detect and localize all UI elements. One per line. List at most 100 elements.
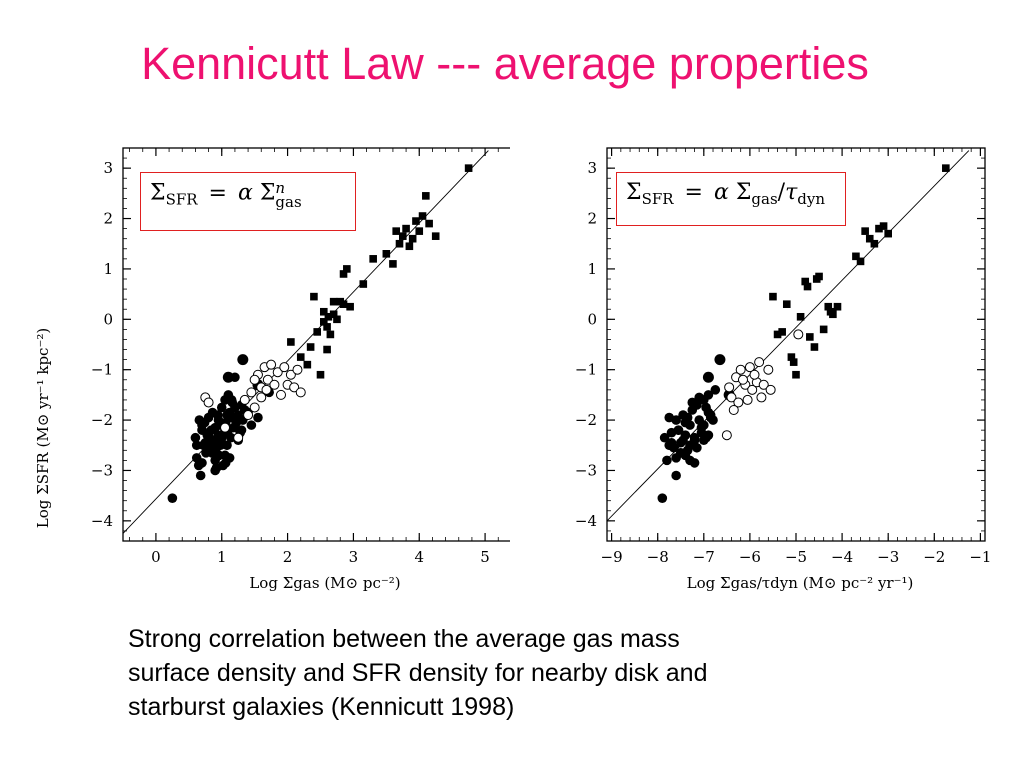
ytick-label-0-6: 2 xyxy=(103,210,113,228)
caption-line-2: surface density and SFR density for near… xyxy=(128,659,708,687)
point-open-circle xyxy=(292,364,303,375)
point-filled-square xyxy=(856,257,865,266)
xtick-label-0-0: 0 xyxy=(151,548,161,566)
point-filled-square xyxy=(787,353,796,361)
point-filled-circle xyxy=(210,455,220,466)
point-filled-circle xyxy=(664,440,675,451)
point-open-circle xyxy=(285,369,296,380)
point-filled-square xyxy=(346,302,354,311)
ytick-label-0-3: −1 xyxy=(91,361,113,379)
point-filled-circle xyxy=(216,402,227,413)
point-filled-square xyxy=(316,370,325,379)
point-filled-circle xyxy=(657,493,668,503)
point-filled-square xyxy=(875,224,883,233)
point-filled-square xyxy=(323,345,331,354)
point-filled-circle xyxy=(200,437,211,448)
point-filled-circle xyxy=(213,415,224,425)
point-filled-circle xyxy=(167,493,178,503)
point-filled-square xyxy=(852,252,860,261)
point-open-circle xyxy=(742,394,753,405)
point-filled-circle xyxy=(253,412,263,423)
xtick-label-1-5: −4 xyxy=(831,548,853,566)
plot-frame-0 xyxy=(122,147,510,542)
point-filled-circle xyxy=(222,371,234,383)
equation-box-right: ΣSFR = α Σgas/τdyn xyxy=(616,172,846,226)
point-filled-circle xyxy=(190,432,201,443)
point-filled-circle xyxy=(699,435,709,446)
point-filled-square xyxy=(412,217,420,225)
point-filled-square xyxy=(389,260,397,268)
point-filled-circle xyxy=(714,354,726,366)
plot-area-1 xyxy=(607,150,970,522)
point-filled-square xyxy=(369,255,377,263)
point-open-circle xyxy=(220,422,231,433)
point-filled-circle xyxy=(662,455,672,466)
point-filled-square xyxy=(778,328,786,336)
point-open-circle xyxy=(276,389,286,400)
point-open-circle xyxy=(243,410,254,421)
xlabel-right: Log Σgas/τdyn (M⊙ pc⁻² yr⁻¹) xyxy=(687,574,914,592)
point-open-circle xyxy=(249,402,260,413)
point-filled-circle xyxy=(246,420,257,430)
ytick-label-0-0: −4 xyxy=(91,512,113,530)
point-filled-square xyxy=(324,312,333,321)
slide-title: Kennicutt Law --- average properties xyxy=(141,38,869,89)
ytick-label-1-6: 2 xyxy=(587,210,597,228)
point-filled-circle xyxy=(702,371,714,383)
point-open-circle xyxy=(724,382,735,393)
ytick-label-1-0: −4 xyxy=(575,512,597,530)
ytick-label-1-4: 0 xyxy=(587,310,597,328)
point-open-circle xyxy=(295,387,306,398)
caption-line-3: starburst galaxies (Kennicutt 1998) xyxy=(128,693,515,721)
plot-area-0 xyxy=(123,150,489,534)
xtick-label-0-5: 5 xyxy=(480,548,490,566)
point-filled-circle xyxy=(692,442,702,453)
point-filled-circle xyxy=(237,354,249,366)
point-filled-square xyxy=(398,232,407,240)
point-open-circle xyxy=(758,379,769,390)
xtick-label-0-2: 2 xyxy=(283,548,293,566)
point-filled-square xyxy=(339,300,348,308)
point-open-circle xyxy=(246,387,257,398)
point-filled-square xyxy=(306,343,315,351)
point-open-circle xyxy=(737,374,748,385)
point-open-circle xyxy=(261,384,272,395)
xtick-label-1-4: −5 xyxy=(785,548,807,566)
point-open-circle xyxy=(272,367,283,378)
point-filled-square xyxy=(464,164,473,172)
xtick-label-1-0: −9 xyxy=(601,548,623,566)
point-filled-square xyxy=(870,239,879,248)
point-filled-circle xyxy=(222,440,232,451)
point-filled-square xyxy=(408,234,417,243)
point-open-circle xyxy=(735,364,746,375)
point-filled-square xyxy=(884,229,892,238)
point-open-circle xyxy=(756,392,767,403)
chart-panel-right: Log Σgas/τdyn (M⊙ pc⁻² yr⁻¹) −9 −8 −7 −6 −5 −… xyxy=(545,128,1000,610)
point-filled-square xyxy=(319,318,328,326)
point-filled-square xyxy=(806,333,814,341)
point-filled-square xyxy=(826,307,835,316)
point-filled-circle xyxy=(682,412,693,423)
point-open-circle xyxy=(269,379,280,390)
point-open-circle xyxy=(749,369,760,380)
point-filled-square xyxy=(422,192,430,200)
point-open-circle xyxy=(726,392,737,403)
point-filled-square xyxy=(329,310,338,319)
point-filled-circle xyxy=(195,470,206,481)
point-filled-square xyxy=(303,360,312,369)
point-filled-circle xyxy=(236,425,247,435)
point-filled-circle xyxy=(678,435,688,446)
point-filled-circle xyxy=(705,412,716,423)
ytick-label-0-1: −3 xyxy=(91,461,113,479)
point-filled-square xyxy=(313,328,322,336)
xtick-label-1-8: −1 xyxy=(969,548,991,566)
point-filled-circle xyxy=(203,430,214,440)
point-open-circle xyxy=(266,359,277,370)
point-open-circle xyxy=(793,329,804,340)
point-filled-square xyxy=(395,239,404,248)
point-filled-square xyxy=(319,307,328,316)
point-open-circle xyxy=(763,364,774,375)
point-filled-circle xyxy=(216,432,227,443)
point-filled-square xyxy=(879,222,888,230)
point-filled-circle xyxy=(226,432,236,443)
